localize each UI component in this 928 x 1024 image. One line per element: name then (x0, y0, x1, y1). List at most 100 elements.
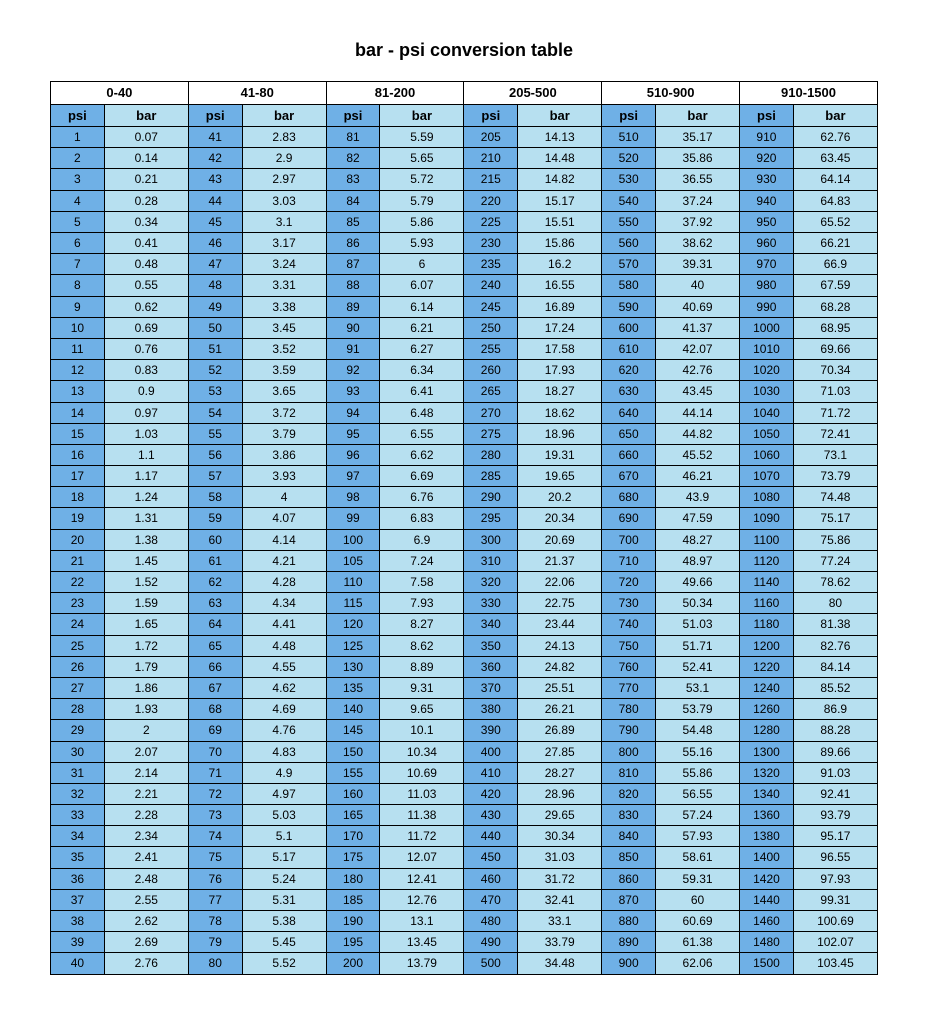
bar-cell: 25.51 (518, 677, 602, 698)
bar-cell: 6.21 (380, 317, 464, 338)
bar-cell: 68.95 (793, 317, 877, 338)
bar-cell: 18.96 (518, 423, 602, 444)
psi-cell: 14 (51, 402, 105, 423)
psi-cell: 570 (602, 254, 656, 275)
bar-cell: 53.1 (656, 677, 740, 698)
psi-cell: 450 (464, 847, 518, 868)
psi-cell: 190 (326, 911, 380, 932)
bar-cell: 5.86 (380, 211, 464, 232)
psi-cell: 240 (464, 275, 518, 296)
bar-cell: 2.07 (104, 741, 188, 762)
psi-cell: 1050 (740, 423, 794, 444)
bar-cell: 1.03 (104, 423, 188, 444)
bar-cell: 14.13 (518, 127, 602, 148)
bar-cell: 2.62 (104, 911, 188, 932)
psi-cell: 46 (188, 233, 242, 254)
psi-cell: 27 (51, 677, 105, 698)
psi-cell: 37 (51, 889, 105, 910)
psi-cell: 93 (326, 381, 380, 402)
bar-cell: 61.38 (656, 932, 740, 953)
bar-cell: 11.72 (380, 826, 464, 847)
table-row: 130.9533.65936.4126518.2763043.45103071.… (51, 381, 878, 402)
header-range-row: 0-4041-8081-200205-500510-900910-1500 (51, 82, 878, 105)
psi-cell: 21 (51, 550, 105, 571)
psi-cell: 40 (51, 953, 105, 974)
psi-cell: 270 (464, 402, 518, 423)
bar-cell: 0.69 (104, 317, 188, 338)
psi-cell: 690 (602, 508, 656, 529)
bar-cell: 11.38 (380, 805, 464, 826)
bar-cell: 103.45 (793, 953, 877, 974)
psi-cell: 71 (188, 762, 242, 783)
psi-cell: 86 (326, 233, 380, 254)
psi-cell: 99 (326, 508, 380, 529)
bar-cell: 21.37 (518, 550, 602, 571)
bar-cell: 4.21 (242, 550, 326, 571)
table-row: 392.69795.4519513.4549033.7989061.381480… (51, 932, 878, 953)
table-row: 251.72654.481258.6235024.1375051.7112008… (51, 635, 878, 656)
bar-cell: 75.86 (793, 529, 877, 550)
psi-cell: 280 (464, 444, 518, 465)
psi-cell: 220 (464, 190, 518, 211)
bar-cell: 2.41 (104, 847, 188, 868)
table-row: 221.52624.281107.5832022.0672049.6611407… (51, 572, 878, 593)
psi-cell: 2 (51, 148, 105, 169)
psi-cell: 820 (602, 783, 656, 804)
psi-cell: 460 (464, 868, 518, 889)
range-header: 205-500 (464, 82, 602, 105)
unit-header-bar: bar (793, 104, 877, 127)
bar-cell: 5.31 (242, 889, 326, 910)
bar-cell: 15.51 (518, 211, 602, 232)
bar-cell: 57.24 (656, 805, 740, 826)
bar-cell: 0.97 (104, 402, 188, 423)
bar-cell: 71.72 (793, 402, 877, 423)
table-row: 140.97543.72946.4827018.6264044.14104071… (51, 402, 878, 423)
bar-cell: 54.48 (656, 720, 740, 741)
psi-cell: 170 (326, 826, 380, 847)
bar-cell: 0.34 (104, 211, 188, 232)
psi-cell: 94 (326, 402, 380, 423)
psi-cell: 61 (188, 550, 242, 571)
bar-cell: 78.62 (793, 572, 877, 593)
psi-cell: 35 (51, 847, 105, 868)
bar-cell: 53.79 (656, 699, 740, 720)
psi-cell: 210 (464, 148, 518, 169)
bar-cell: 82.76 (793, 635, 877, 656)
bar-cell: 2.14 (104, 762, 188, 783)
bar-cell: 73.79 (793, 466, 877, 487)
bar-cell: 4.9 (242, 762, 326, 783)
psi-cell: 560 (602, 233, 656, 254)
psi-cell: 285 (464, 466, 518, 487)
bar-cell: 10.34 (380, 741, 464, 762)
psi-cell: 205 (464, 127, 518, 148)
psi-cell: 550 (602, 211, 656, 232)
psi-cell: 860 (602, 868, 656, 889)
bar-cell: 6.9 (380, 529, 464, 550)
bar-cell: 17.58 (518, 338, 602, 359)
psi-cell: 140 (326, 699, 380, 720)
psi-cell: 72 (188, 783, 242, 804)
bar-cell: 35.86 (656, 148, 740, 169)
psi-cell: 42 (188, 148, 242, 169)
psi-cell: 470 (464, 889, 518, 910)
range-header: 41-80 (188, 82, 326, 105)
bar-cell: 73.1 (793, 444, 877, 465)
bar-cell: 4 (242, 487, 326, 508)
psi-cell: 700 (602, 529, 656, 550)
psi-cell: 65 (188, 635, 242, 656)
psi-cell: 30 (51, 741, 105, 762)
psi-cell: 165 (326, 805, 380, 826)
psi-cell: 6 (51, 233, 105, 254)
bar-cell: 6.62 (380, 444, 464, 465)
table-row: 70.48473.2487623516.257039.3197066.9 (51, 254, 878, 275)
bar-cell: 24.13 (518, 635, 602, 656)
table-row: 181.24584986.7629020.268043.9108074.48 (51, 487, 878, 508)
psi-cell: 1220 (740, 656, 794, 677)
psi-cell: 1020 (740, 360, 794, 381)
bar-cell: 59.31 (656, 868, 740, 889)
bar-cell: 20.69 (518, 529, 602, 550)
bar-cell: 28.96 (518, 783, 602, 804)
psi-cell: 1200 (740, 635, 794, 656)
bar-cell: 5.45 (242, 932, 326, 953)
bar-cell: 0.14 (104, 148, 188, 169)
